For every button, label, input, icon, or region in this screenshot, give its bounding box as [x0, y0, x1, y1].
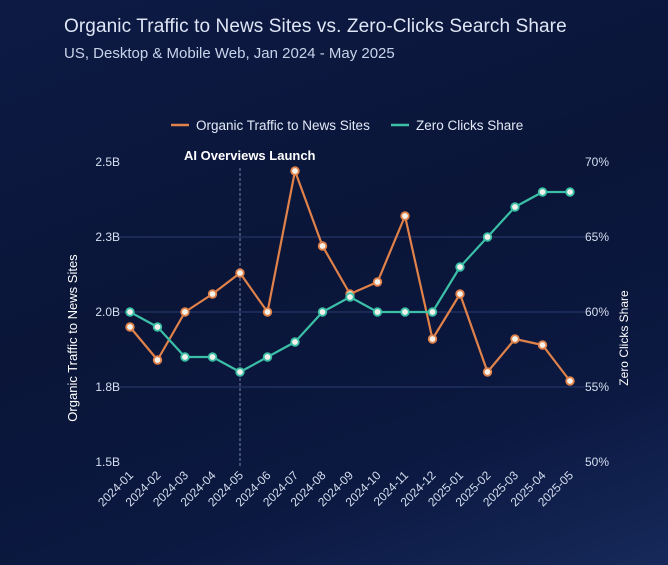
- zero-clicks-point: [537, 187, 548, 197]
- chart-title: Organic Traffic to News Sites vs. Zero-C…: [64, 16, 567, 37]
- series-line-traffic: [129, 169, 571, 382]
- traffic-point: [180, 307, 190, 317]
- zero-clicks-point: [400, 307, 410, 317]
- zero-clicks-point: [482, 232, 493, 242]
- y-tick-label: 1.8B: [95, 380, 120, 394]
- series-line-zero-clicks: [129, 190, 570, 374]
- zero-clicks-point: [455, 262, 465, 272]
- zero-clicks-point: [207, 352, 218, 362]
- zero-clicks-point: [317, 307, 328, 317]
- legend-label-zero-clicks: Zero Clicks Share: [416, 118, 523, 133]
- zero-clicks-point: [152, 322, 163, 332]
- left-axis-ticks: 2.5B 2.3B 2.0B 1.8B 1.5B: [95, 155, 120, 469]
- gridlines: [118, 236, 585, 388]
- traffic-point: [262, 307, 273, 317]
- series-lines: [129, 169, 571, 382]
- traffic-point: [207, 289, 218, 299]
- traffic-point: [400, 211, 410, 221]
- x-axis-ticks: 2024-012024-022024-032024-042024-052024-…: [95, 468, 576, 509]
- traffic-point: [455, 289, 465, 299]
- y-tick-label: 2.5B: [95, 155, 120, 169]
- right-axis-ticks: 70% 65% 60% 55% 50%: [585, 155, 609, 469]
- y2-tick-label: 55%: [585, 380, 609, 394]
- annotation-label: AI Overviews Launch: [184, 148, 316, 163]
- zero-clicks-point: [180, 352, 190, 362]
- axis-labels: Organic Traffic to News Sites Zero Clicks…: [65, 254, 631, 422]
- zero-clicks-point: [262, 352, 273, 362]
- zero-clicks-point: [565, 187, 575, 197]
- y-tick-label: 2.0B: [95, 305, 120, 319]
- y2-tick-label: 50%: [585, 455, 609, 469]
- traffic-point: [317, 241, 328, 251]
- chart-subtitle: US, Desktop & Mobile Web, Jan 2024 - May…: [64, 45, 395, 62]
- y-tick-label: 1.5B: [95, 455, 120, 469]
- traffic-point: [125, 322, 135, 332]
- annotation-group: AI Overviews Launch: [184, 148, 316, 468]
- traffic-point: [510, 334, 520, 344]
- y2-tick-label: 60%: [585, 305, 609, 319]
- legend-label-traffic: Organic Traffic to News Sites: [196, 118, 370, 133]
- traffic-point: [482, 367, 493, 377]
- y2-tick-label: 70%: [585, 155, 609, 169]
- zero-clicks-point: [125, 307, 135, 317]
- zero-clicks-point: [235, 367, 245, 377]
- y-axis-label: Organic Traffic to News Sites: [65, 254, 80, 422]
- zero-clicks-point: [372, 307, 383, 317]
- traffic-point: [427, 334, 438, 344]
- traffic-point: [565, 376, 575, 386]
- traffic-point: [152, 355, 163, 365]
- traffic-point: [537, 340, 548, 350]
- legend: Organic Traffic to News Sites Zero Clicks…: [171, 118, 523, 133]
- zero-clicks-point: [345, 292, 355, 302]
- series-points: [125, 166, 575, 386]
- y2-tick-label: 65%: [585, 230, 609, 244]
- y2-axis-label: Zero Clicks Share: [617, 290, 631, 386]
- y-tick-label: 2.3B: [95, 230, 120, 244]
- zero-clicks-point: [427, 307, 438, 317]
- traffic-point: [290, 166, 300, 176]
- zero-clicks-point: [510, 202, 520, 212]
- traffic-point: [235, 268, 245, 278]
- zero-clicks-point: [290, 337, 300, 347]
- traffic-point: [372, 277, 383, 287]
